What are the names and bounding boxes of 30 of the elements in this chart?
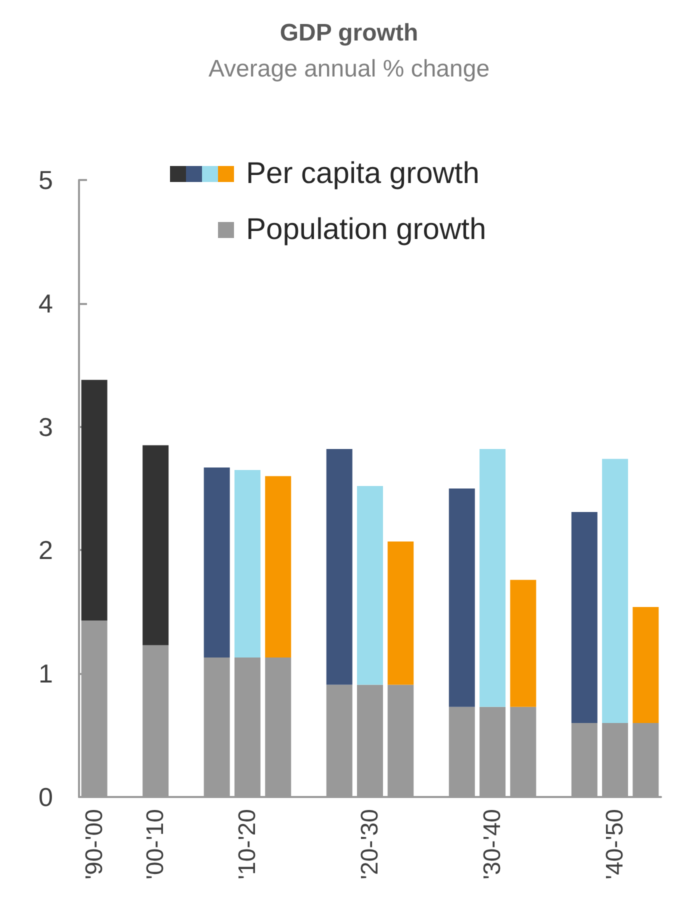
- bar: [142, 445, 169, 646]
- bar: [602, 458, 628, 723]
- bar: [81, 380, 108, 621]
- x-tick-label: '10-'20: [234, 809, 261, 880]
- legend-label: Population growth: [246, 213, 488, 247]
- chart-title: GDP growth: [280, 20, 418, 46]
- bar: [632, 606, 659, 723]
- chart-subtitle: Average annual % change: [208, 56, 490, 82]
- bar: [204, 468, 230, 658]
- bar: [571, 512, 598, 723]
- y-tick-label: 3: [38, 412, 53, 442]
- bar: [388, 542, 414, 685]
- bar: [480, 449, 506, 707]
- x-tick-label: '90-'00: [80, 809, 108, 880]
- legend-label: Per capita growth: [246, 157, 480, 191]
- bar: [234, 470, 260, 658]
- y-tick-label: 1: [38, 658, 53, 689]
- bar: [357, 486, 383, 685]
- y-tick-label: 5: [38, 165, 53, 195]
- bar: [265, 476, 292, 658]
- x-tick-label: '30-'40: [479, 809, 506, 880]
- bar: [448, 488, 475, 707]
- bar: [326, 449, 352, 685]
- y-tick-label: 2: [38, 535, 53, 566]
- x-tick-label: '20-'30: [356, 809, 384, 880]
- y-tick-label: 4: [38, 288, 53, 318]
- bar: [510, 580, 536, 707]
- x-tick-label: '40-'50: [602, 809, 629, 880]
- x-tick-label: '00-'10: [142, 809, 170, 880]
- y-tick-label: 0: [38, 782, 53, 812]
